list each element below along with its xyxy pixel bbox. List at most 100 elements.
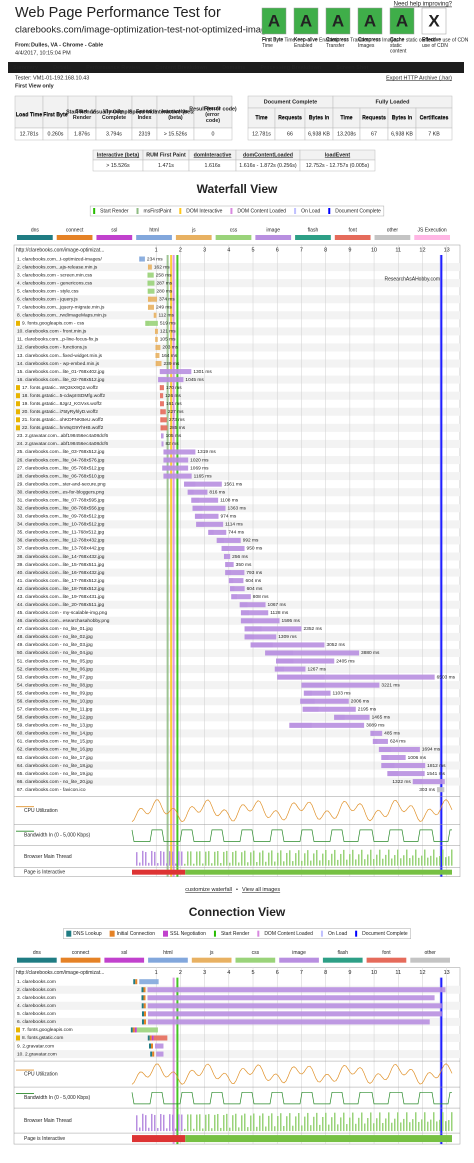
type-legend-swatch	[191, 957, 232, 963]
request-bar	[303, 690, 331, 696]
request-label: 26. clarebooks.com...lite_04-768x576.jpg	[17, 457, 105, 463]
legend-swatch	[320, 930, 323, 937]
request-label: 2. clarebooks.com	[17, 987, 56, 993]
grade-letter: A	[396, 11, 408, 30]
legend-frame	[63, 928, 411, 939]
request-label: 37. clarebooks.com...lite_13-768x442.jpg	[17, 546, 105, 552]
main-thread-activity	[184, 863, 186, 866]
connection-bar	[153, 1035, 168, 1041]
type-legend-swatch	[104, 957, 145, 963]
main-thread-activity	[310, 860, 312, 866]
legend-label: Document Complete	[335, 208, 381, 214]
connection-setup	[143, 1003, 146, 1009]
request-time: 280 ms	[157, 288, 173, 294]
main-thread-activity	[403, 855, 405, 866]
test-date: 4/4/2017, 10:15:04 PM	[15, 50, 71, 56]
grade-box	[325, 7, 351, 35]
request-label: 2. clarebooks.com...ajs-release.min.js	[17, 264, 98, 270]
x-tick-label: 6	[276, 247, 279, 253]
type-legend-label: ssl	[121, 950, 127, 956]
connection-setup	[148, 1043, 151, 1049]
request-label: 42. clarebooks.com...lite_18-768x512.jpg	[17, 586, 105, 592]
main-thread-activity	[394, 1118, 396, 1132]
nav-tab[interactable]: Details	[53, 65, 71, 71]
request-bar	[147, 296, 158, 302]
request-label: 5. clarebooks.com - style.css	[17, 288, 79, 294]
nav-tab[interactable]: Processing Breakdown	[260, 65, 321, 71]
legend-swatch	[163, 930, 168, 937]
request-bar	[381, 754, 406, 761]
type-legend-swatch	[60, 957, 101, 963]
legend-label: SSL Negotiation	[170, 931, 206, 937]
main-thread-activity	[370, 849, 372, 866]
main-thread-activity	[388, 849, 390, 866]
main-thread-activity	[289, 850, 291, 866]
row-stripe	[14, 359, 460, 368]
main-thread-activity	[184, 1128, 186, 1132]
request-time: 3052 ms	[326, 642, 345, 648]
request-bar	[239, 602, 266, 608]
x-tick-label: 11	[395, 970, 401, 976]
request-label: 45. clarebooks.com - my-scalable-img.png	[17, 610, 107, 616]
images-link[interactable]: View all images	[242, 887, 280, 893]
main-thread-activity	[277, 1116, 279, 1132]
nav-tab[interactable]: Content Breakdown	[155, 65, 208, 71]
request-time: 126 ms	[165, 393, 181, 399]
request-bar	[244, 626, 302, 632]
request-label: 20. fonts.gstatic...i75tyRyhlyD.woff2	[22, 409, 98, 415]
request-label: 25. clarebooks.com...lite_03-768x512.jpg	[17, 449, 105, 455]
main-thread-activity	[148, 1127, 150, 1132]
request-time: 112 ms	[158, 313, 174, 319]
request-time: 1309 ms	[278, 634, 297, 640]
track-graph	[131, 1063, 453, 1085]
legend-label: Initial Connection	[117, 931, 156, 937]
nav-tab[interactable]: Performance Review	[86, 65, 141, 71]
request-bar	[223, 553, 231, 560]
request-time: 256 ms	[232, 554, 248, 560]
main-thread-activity	[142, 1113, 144, 1132]
type-legend-swatch	[96, 235, 133, 240]
request-label: 11. clarebooks.com...p-line-focus-fix.js	[17, 337, 99, 343]
request-label: 43. clarebooks.com...lite_19-768x431.jpg	[17, 594, 105, 600]
main-thread-activity	[415, 1112, 417, 1132]
main-thread-activity	[427, 1121, 429, 1132]
export-link[interactable]: Export HTTP Archive (.har)	[386, 75, 452, 81]
legend-swatch	[230, 208, 233, 214]
x-tick-label: 1	[155, 970, 158, 976]
row-stripe	[14, 1033, 460, 1042]
nav-bar	[8, 62, 464, 73]
request-label: 33. clarebooks.com...lite_09-768x512.jpg	[17, 514, 105, 520]
request-bar	[147, 272, 154, 278]
main-thread-activity	[394, 855, 396, 866]
main-thread-activity	[211, 863, 213, 866]
secure-icon	[16, 409, 20, 415]
main-thread-activity	[202, 863, 204, 866]
connection-bar	[147, 1011, 442, 1017]
help-link[interactable]: Need help improving?	[394, 2, 453, 8]
nav-tab[interactable]: Domains	[222, 65, 245, 71]
table-cell	[14, 95, 44, 129]
type-legend-swatch	[410, 957, 450, 963]
main-thread-activity	[382, 1122, 384, 1132]
request-time: 1128 ms	[270, 610, 289, 616]
main-thread-activity	[271, 1113, 273, 1132]
main-thread-activity	[319, 860, 321, 866]
view-info: First View only	[15, 83, 55, 89]
main-thread-activity	[151, 1113, 153, 1132]
request-bar	[139, 256, 145, 262]
request-bar	[147, 264, 152, 270]
request-label: 63. clarebooks.com - no_lite_17.jpg	[17, 755, 93, 761]
main-thread-activity	[238, 1127, 240, 1132]
main-thread-activity	[229, 862, 231, 866]
type-legend-label: dns	[33, 950, 42, 956]
nav-tab[interactable]: Screen Shot	[336, 65, 368, 71]
table-header: TimeTime	[340, 115, 352, 121]
request-time: 164 ms	[161, 353, 177, 359]
main-thread-activity	[244, 850, 246, 866]
type-legend-swatch	[414, 235, 450, 240]
main-thread-activity	[442, 849, 444, 866]
customize-link[interactable]: customize waterfall	[185, 887, 232, 893]
legend-label: Document Complete	[362, 931, 408, 937]
nav-tab[interactable]: Summary	[13, 65, 39, 71]
request-bar	[163, 473, 192, 479]
